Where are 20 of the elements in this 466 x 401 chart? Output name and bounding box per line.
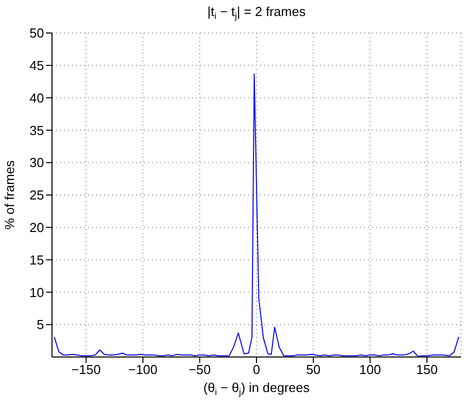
y-tick-label: 30 — [30, 155, 44, 170]
y-axis-title: % of frames — [2, 160, 17, 230]
x-tick-label: 50 — [306, 362, 321, 378]
y-tick-label: 5 — [36, 317, 44, 332]
y-tick-label: 40 — [30, 90, 44, 106]
y-tick-label: 45 — [30, 58, 44, 74]
y-tick-label: 20 — [30, 220, 44, 236]
y-tick-label: 10 — [30, 284, 44, 300]
x-tick-label: −100 — [128, 362, 158, 378]
x-axis-title: (θ$_{i}$ − θ$_{j}$) in degrees — [203, 380, 310, 397]
x-tick-label: −50 — [188, 362, 211, 378]
y-tick-label: 15 — [30, 252, 44, 268]
y-tick-label: 50 — [30, 26, 44, 41]
y-tick-label: 25 — [30, 188, 44, 203]
x-tick-label: 100 — [359, 362, 381, 378]
x-tick-label: 150 — [416, 362, 438, 378]
chart-title: |t$_{i}$ − t$_{j}$| = 2 frames — [207, 4, 306, 21]
x-tick-label: 0 — [252, 362, 260, 378]
y-tick-label: 35 — [30, 122, 44, 138]
x-tick-label: −150 — [71, 362, 101, 378]
